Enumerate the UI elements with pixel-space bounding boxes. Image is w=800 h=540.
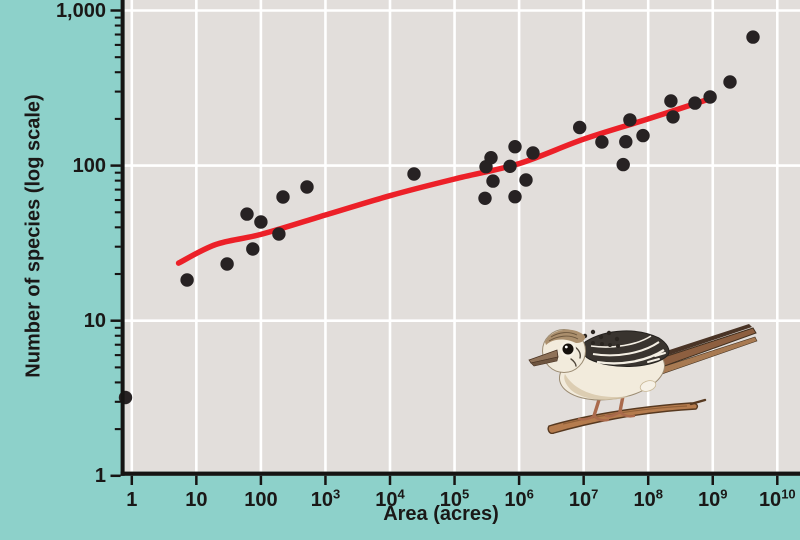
- bird-head: [542, 329, 586, 373]
- x-tick-label: 105: [439, 486, 470, 511]
- trend-line: [175, 96, 712, 266]
- x-tick-label: 100: [244, 489, 278, 511]
- x-tick-label: 104: [375, 486, 405, 511]
- x-tick-label: 1: [126, 489, 138, 511]
- data-point: [573, 120, 587, 135]
- data-point: [407, 167, 421, 181]
- data-point: [254, 215, 268, 229]
- data-point: [688, 96, 702, 110]
- data-point: [508, 190, 522, 204]
- data-point: [180, 273, 194, 287]
- bird-wing: [582, 330, 670, 367]
- plot-area: [124, 0, 800, 472]
- data-point: [478, 191, 492, 205]
- data-point: [664, 94, 678, 108]
- data-point: [508, 140, 522, 154]
- x-tick-label: 109: [698, 486, 728, 511]
- data-point: [272, 227, 286, 241]
- data-point: [623, 113, 637, 127]
- y-tick-label: 10: [83, 309, 106, 332]
- bird-illustration: [528, 324, 758, 434]
- data-point: [246, 242, 260, 256]
- x-tick-label: 108: [633, 486, 663, 511]
- data-point: [503, 159, 517, 173]
- x-axis-title: Area (acres): [383, 503, 499, 525]
- bird-flank-spot: [639, 380, 657, 392]
- x-tick-label: 10: [185, 489, 208, 511]
- data-point: [519, 173, 533, 187]
- data-point: [616, 157, 630, 172]
- x-tick-label: 107: [568, 486, 599, 511]
- data-point: [723, 75, 737, 89]
- x-tick-label: 106: [504, 486, 534, 511]
- bird-breast-shade: [564, 374, 630, 400]
- y-tick-label: 100: [72, 154, 106, 177]
- y-axis-line: [120, 0, 125, 476]
- y-axis-title: Number of species (log scale): [22, 94, 45, 378]
- data-point: [484, 151, 498, 165]
- data-point: [220, 257, 234, 271]
- data-point: [300, 180, 314, 194]
- data-point: [240, 207, 254, 221]
- y-tick-label: 1: [94, 464, 106, 487]
- x-tick-label: 1010: [758, 486, 796, 511]
- x-tick-label: 103: [310, 486, 341, 511]
- data-point: [486, 174, 500, 188]
- y-tick-label: 1,000: [55, 0, 106, 22]
- bird-tail: [651, 324, 758, 375]
- data-point: [703, 90, 717, 104]
- data-point: [746, 30, 760, 44]
- data-point: [619, 135, 633, 149]
- x-axis-line: [120, 471, 800, 476]
- bird-beak: [528, 349, 559, 367]
- data-point: [666, 110, 680, 124]
- data-point: [526, 146, 540, 160]
- data-point: [595, 135, 609, 149]
- data-point: [276, 190, 290, 204]
- data-point: [636, 128, 650, 143]
